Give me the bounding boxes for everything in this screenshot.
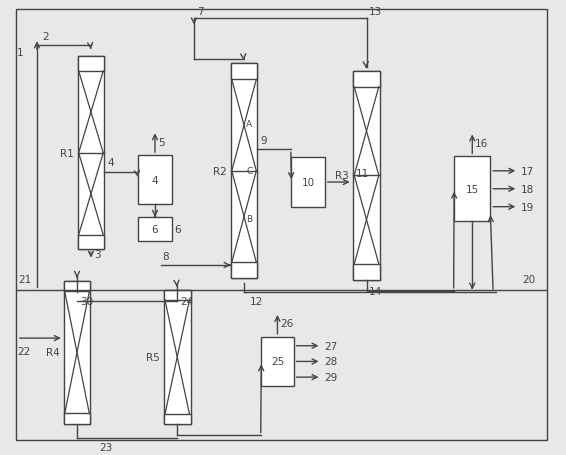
Bar	[353, 72, 380, 87]
Bar	[231, 64, 258, 279]
Text: 20: 20	[522, 275, 535, 285]
Text: 2: 2	[42, 32, 49, 42]
Bar	[78, 57, 104, 72]
Text: 1: 1	[17, 48, 24, 58]
Text: 11: 11	[355, 168, 368, 178]
Text: 4: 4	[107, 157, 114, 167]
Text: R2: R2	[213, 167, 227, 177]
Text: R4: R4	[46, 348, 60, 358]
Bar	[138, 217, 171, 242]
Text: 8: 8	[162, 251, 169, 261]
Bar	[138, 156, 171, 205]
Bar	[78, 235, 104, 250]
Bar	[63, 281, 91, 424]
Text: 28: 28	[324, 357, 337, 367]
Bar	[78, 57, 104, 250]
Text: 27: 27	[324, 341, 337, 351]
Text: A: A	[246, 120, 252, 128]
Text: C: C	[246, 167, 252, 176]
Text: R3: R3	[336, 171, 349, 181]
Text: 4: 4	[152, 175, 158, 185]
Text: 12: 12	[250, 297, 263, 307]
Text: 29: 29	[324, 372, 337, 382]
Bar	[164, 290, 191, 300]
Bar	[454, 157, 490, 222]
Bar	[353, 264, 380, 280]
Text: 23: 23	[99, 442, 113, 452]
Text: 30: 30	[80, 297, 93, 307]
Text: 22: 22	[17, 346, 30, 356]
Text: 16: 16	[475, 138, 488, 148]
Bar	[291, 158, 325, 207]
Text: R5: R5	[146, 352, 160, 362]
Text: B: B	[246, 214, 252, 223]
Text: 9: 9	[260, 136, 267, 146]
Text: 25: 25	[271, 357, 284, 367]
Text: 6: 6	[174, 225, 181, 235]
Bar	[164, 290, 191, 424]
Text: 3: 3	[94, 249, 100, 259]
Bar	[231, 64, 258, 80]
Bar	[63, 414, 91, 424]
Text: 7: 7	[197, 7, 203, 17]
Text: 14: 14	[369, 287, 383, 297]
Text: 24: 24	[180, 297, 193, 307]
Text: 17: 17	[521, 167, 534, 177]
Text: 13: 13	[369, 7, 383, 17]
Text: R1: R1	[60, 148, 74, 158]
Text: 18: 18	[521, 184, 534, 194]
Text: 21: 21	[19, 275, 32, 285]
Bar	[353, 72, 380, 280]
Text: 5: 5	[158, 137, 164, 147]
Bar	[164, 414, 191, 424]
Text: 15: 15	[466, 184, 479, 194]
Text: 26: 26	[280, 318, 293, 329]
Bar	[261, 337, 294, 386]
Text: 6: 6	[152, 225, 158, 235]
Bar	[231, 263, 258, 279]
Text: 19: 19	[521, 202, 534, 212]
Bar	[63, 281, 91, 292]
Text: 10: 10	[302, 177, 315, 187]
